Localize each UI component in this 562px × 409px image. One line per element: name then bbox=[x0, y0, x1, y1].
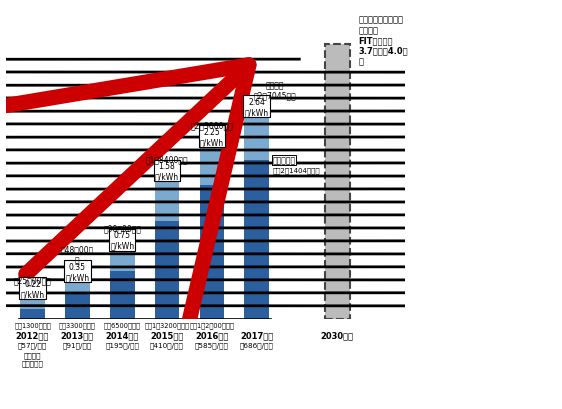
Text: （410円/月）: （410円/月） bbox=[150, 341, 184, 348]
Text: 0.75
円/kWh: 0.75 円/kWh bbox=[110, 231, 134, 250]
Text: 2015年度: 2015年度 bbox=[150, 331, 184, 340]
Text: エネルギーミックス
における
FIT買取費用
3.7兆円～4.0兆
円: エネルギーミックス における FIT買取費用 3.7兆円～4.0兆 円 bbox=[359, 16, 409, 66]
Text: 0.22
円/kWh: 0.22 円/kWh bbox=[20, 279, 44, 298]
Text: 標準家庭
月額負担顕: 標準家庭 月額負担顕 bbox=[21, 352, 43, 366]
Bar bbox=[325, 45, 350, 319]
Text: 2017年度: 2017年度 bbox=[240, 331, 273, 340]
Bar bbox=[200, 186, 224, 319]
Text: （約2兆1404億円）: （約2兆1404億円） bbox=[273, 167, 320, 174]
Text: （195円/月）: （195円/月） bbox=[105, 341, 139, 348]
Bar bbox=[244, 119, 269, 161]
Text: 0.35
円/kWh: 0.35 円/kWh bbox=[65, 262, 89, 281]
Text: （57円/月）: （57円/月） bbox=[18, 341, 47, 348]
Bar bbox=[155, 221, 179, 319]
Text: 2016年度: 2016年度 bbox=[195, 331, 229, 340]
Text: 約1兆8400億円: 約1兆8400億円 bbox=[146, 155, 188, 164]
Bar bbox=[20, 309, 45, 319]
Text: （約1塆200億円）: （約1塆200億円） bbox=[189, 322, 234, 328]
Text: 買取費用
約2兆7045億円: 買取費用 約2兆7045億円 bbox=[253, 81, 296, 100]
Text: （686円/月）: （686円/月） bbox=[240, 341, 274, 348]
FancyArrowPatch shape bbox=[0, 66, 249, 409]
Bar bbox=[244, 161, 269, 319]
Text: （585円/月）: （585円/月） bbox=[195, 341, 229, 348]
Text: 2012年度: 2012年度 bbox=[16, 331, 49, 340]
Text: 約2兆3000億円: 約2兆3000億円 bbox=[191, 121, 233, 130]
Bar bbox=[65, 294, 90, 319]
Bar bbox=[20, 301, 45, 309]
Text: （賦課金）: （賦課金） bbox=[273, 156, 296, 165]
Text: 2030年度: 2030年度 bbox=[321, 331, 354, 340]
Bar bbox=[200, 149, 224, 186]
Text: 約2500億円: 約2500億円 bbox=[13, 275, 52, 284]
Text: 2.25
円/kWh: 2.25 円/kWh bbox=[200, 127, 224, 146]
Text: 約4800億
円: 約4800億 円 bbox=[61, 245, 94, 264]
Text: （約1300億円）: （約1300億円） bbox=[14, 322, 51, 328]
Bar bbox=[110, 252, 134, 271]
Text: （91円/月）: （91円/月） bbox=[63, 341, 92, 348]
Text: 2014年度: 2014年度 bbox=[106, 331, 139, 340]
Bar bbox=[110, 271, 134, 319]
Text: 1.58
円/kWh: 1.58 円/kWh bbox=[155, 161, 179, 181]
Text: 2.64
円/kWh: 2.64 円/kWh bbox=[244, 97, 269, 117]
Text: （約1兆3200億円）: （約1兆3200億円） bbox=[144, 322, 189, 328]
Text: 約9000億円: 約9000億円 bbox=[103, 224, 141, 233]
Bar bbox=[65, 283, 90, 294]
Text: 2013年度: 2013年度 bbox=[61, 331, 94, 340]
Text: （約3300億円）: （約3300億円） bbox=[59, 322, 96, 328]
Bar bbox=[155, 183, 179, 221]
Text: （約6500億円）: （約6500億円） bbox=[103, 322, 140, 328]
